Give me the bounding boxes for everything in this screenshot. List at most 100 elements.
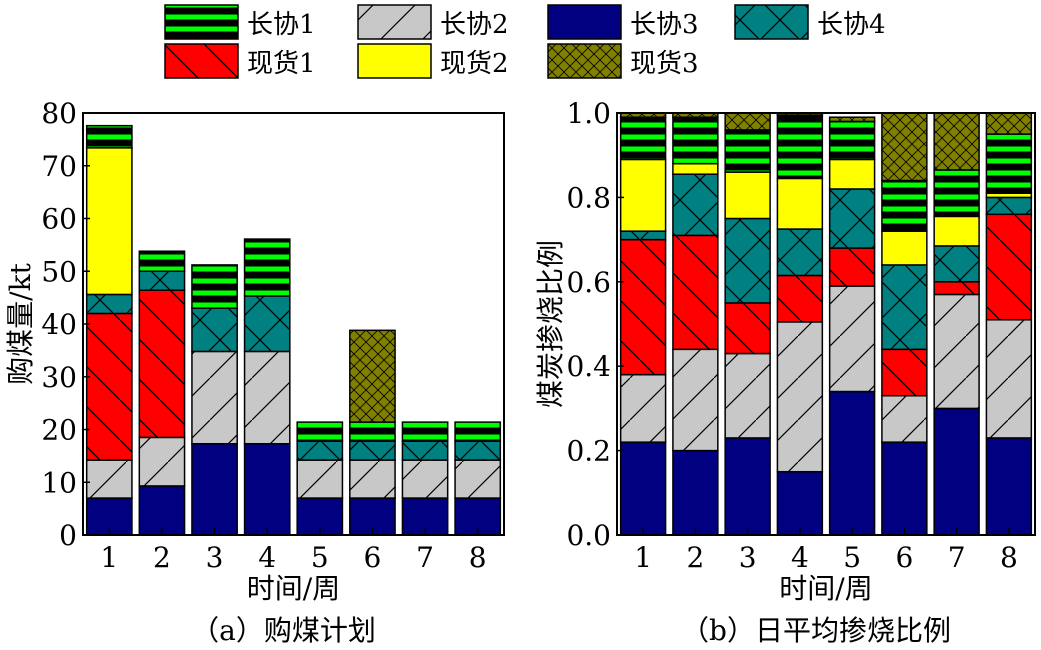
- bar-segment-lx4-week-1: [85, 293, 133, 315]
- bar-segment-lx1-week-7: [933, 169, 980, 218]
- bar-segment-lx1-week-8: [454, 421, 502, 442]
- bar-segment-lx4-week-5: [828, 188, 876, 249]
- legend-label-lx2: 长协2: [440, 10, 509, 40]
- chart-caption: （a）购煤计划: [191, 614, 376, 647]
- legend-label-xh1: 现货1: [247, 49, 316, 79]
- bar-segment-lx4-week-4: [776, 228, 824, 277]
- x-tick-label: 6: [364, 541, 382, 574]
- bar-segment-xh1-week-1: [85, 312, 133, 461]
- bar-segment-xh3-week-3: [724, 112, 771, 131]
- legend: 长协1 长协2 长协3 长协4 现货1 现货2 现货3: [164, 4, 886, 79]
- bar-segment-lx2-week-3: [191, 350, 238, 445]
- chart-b-blend-ratio: 0.0 0.2 0.4 0.6 0.8 1.0 1 2 3 4 5 6 7 8 时间/周 煤炭掺烧比例 （b）日…: [534, 97, 1036, 647]
- legend-swatch-xh2: [357, 43, 432, 79]
- bar-segment-lx4-week-1: [619, 230, 667, 241]
- x-tick-label: 5: [311, 541, 329, 574]
- bar-segment-xh1-week-5: [828, 247, 876, 287]
- x-tick-label: 3: [206, 541, 224, 574]
- y-tick-label: 1.0: [566, 97, 611, 130]
- bar-segment-lx3-week-6: [881, 441, 928, 536]
- bar-segment-xh3-week-6: [881, 112, 928, 182]
- x-tick-label: 1: [634, 541, 652, 574]
- bar-segment-lx2-week-5: [296, 459, 344, 499]
- bar-segment-lx2-week-6: [881, 394, 928, 443]
- legend-swatch-xh1: [164, 43, 239, 79]
- legend-swatch-lx1: [164, 4, 239, 40]
- bar-segment-lx1-week-4: [776, 114, 824, 180]
- chart-a-purchase-plan: 0 10 20 30 40 50 60 70 80 1 2 3 4 5 6 7 8 时间/周 购煤量/kt （a）购煤…: [4, 97, 505, 647]
- y-tick-label: 20: [41, 414, 77, 447]
- bar-segment-xh1-week-1: [619, 238, 667, 376]
- y-tick-label: 70: [41, 150, 77, 183]
- bar-segment-lx1-week-6: [349, 421, 396, 442]
- x-tick-label: 8: [1000, 541, 1018, 574]
- bar-segment-lx2-week-7: [933, 293, 980, 410]
- bar-segment-lx2-week-6: [349, 459, 396, 499]
- y-tick-label: 0.2: [566, 435, 611, 468]
- legend-label-xh2: 现货2: [440, 49, 509, 79]
- y-tick-label: 0.6: [566, 266, 611, 299]
- bar-segment-lx1-week-2: [672, 116, 719, 165]
- bar-segment-xh2-week-7: [933, 215, 980, 247]
- bar-segment-xh3-week-7: [933, 112, 980, 171]
- bar-segment-lx4-week-5: [296, 440, 344, 461]
- bar-segment-lx3-week-7: [933, 407, 980, 536]
- legend-swatch-lx4: [734, 4, 809, 40]
- x-tick-label: 1: [100, 541, 118, 574]
- bar-segment-lx3-week-2: [672, 449, 719, 536]
- bar-segment-xh2-week-4: [776, 177, 824, 230]
- bar-segment-xh2-week-1: [619, 158, 667, 232]
- x-tick-label: 6: [895, 541, 913, 574]
- bar-segment-lx2-week-4: [243, 350, 291, 445]
- bar-segment-lx1-week-8: [985, 133, 1033, 194]
- bar-segment-lx2-week-2: [138, 436, 186, 487]
- x-tick-label: 4: [791, 541, 809, 574]
- bar-segment-xh2-week-1: [85, 147, 133, 296]
- bar-segment-xh2-week-2: [672, 162, 719, 175]
- y-tick-label: 10: [41, 466, 77, 499]
- legend-label-xh3: 现货3: [630, 49, 699, 79]
- bar-segment-lx2-week-8: [454, 459, 502, 499]
- bar-segment-xh2-week-6: [881, 230, 928, 266]
- bar-segment-lx4-week-3: [191, 307, 238, 353]
- legend-swatch-lx3: [547, 4, 622, 40]
- bar-segment-lx4-week-2: [138, 270, 186, 291]
- y-tick-label: 0.4: [566, 350, 611, 383]
- bar-segment-xh1-week-2: [672, 234, 719, 351]
- y-tick-label: 50: [41, 255, 77, 288]
- bar-segment-lx3-week-8: [985, 437, 1033, 536]
- bar-segment-xh1-week-7: [933, 281, 980, 296]
- y-tick-label: 40: [41, 308, 77, 341]
- x-tick-label: 5: [843, 541, 861, 574]
- x-axis-label: 时间/周: [779, 572, 872, 605]
- bar-segment-xh2-week-3: [724, 171, 771, 220]
- y-tick-label: 30: [41, 361, 77, 394]
- bar-segment-lx3-week-1: [619, 441, 667, 536]
- x-tick-label: 7: [416, 541, 434, 574]
- bar-segment-lx1-week-1: [85, 124, 133, 149]
- bar-segment-lx3-week-3: [724, 437, 771, 536]
- y-axis-label: 购煤量/kt: [4, 262, 37, 384]
- bar-segment-lx2-week-8: [985, 319, 1033, 439]
- bar-segment-lx4-week-2: [672, 173, 719, 237]
- bar-segment-xh3-week-5: [828, 116, 876, 123]
- bar-segment-lx4-week-6: [349, 440, 396, 461]
- bar-segment-lx1-week-7: [401, 421, 449, 442]
- bar-segment-lx2-week-7: [401, 459, 449, 499]
- bar-segment-lx2-week-1: [619, 373, 667, 443]
- bar-segment-lx1-week-3: [724, 129, 771, 173]
- x-tick-label: 7: [948, 541, 966, 574]
- y-tick-label: 80: [41, 97, 77, 130]
- bar-segment-lx3-week-4: [243, 442, 291, 536]
- bar-segment-lx4-week-6: [881, 264, 928, 351]
- bar-segment-lx3-week-3: [191, 442, 238, 536]
- legend-label-lx3: 长协3: [630, 10, 699, 40]
- bar-segment-lx4-week-7: [933, 245, 980, 283]
- bar-segment-lx3-week-4: [776, 470, 824, 536]
- x-tick-label: 4: [258, 541, 276, 574]
- bar-segment-lx1-week-3: [191, 264, 238, 309]
- bar-segment-lx2-week-3: [724, 352, 771, 439]
- bar-segment-xh1-week-2: [138, 289, 186, 439]
- y-tick-label: 0.8: [566, 181, 611, 214]
- bar-segment-lx1-week-5: [828, 120, 876, 161]
